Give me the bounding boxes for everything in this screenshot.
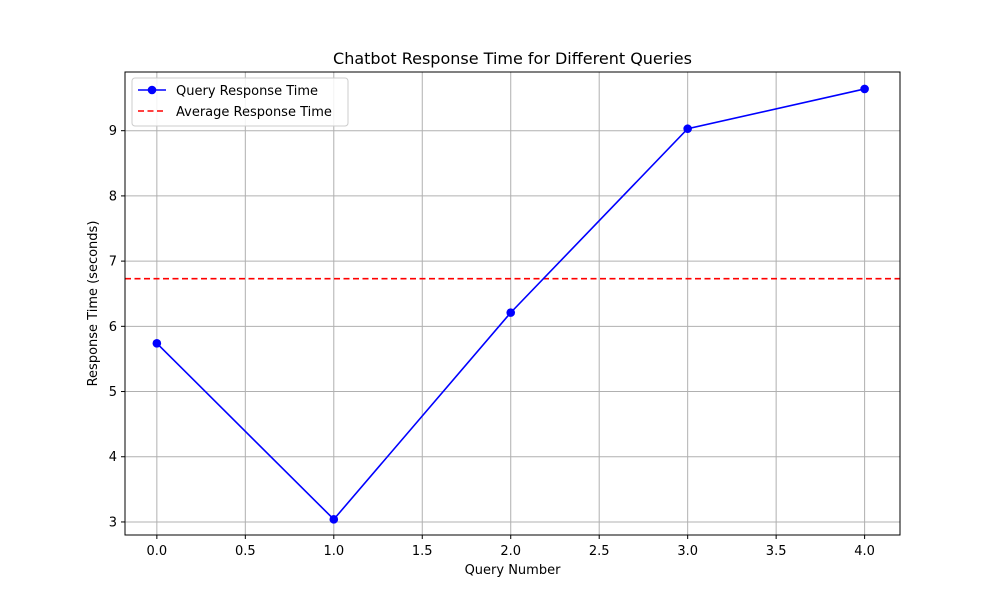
plot-area-frame bbox=[124, 71, 901, 536]
y-tick-label: 6 bbox=[109, 320, 117, 335]
grid bbox=[125, 72, 900, 535]
chart-title: Chatbot Response Time for Different Quer… bbox=[333, 49, 692, 68]
y-tick-label: 7 bbox=[109, 255, 117, 270]
x-tick-label: 1.0 bbox=[323, 544, 344, 559]
x-tick-label: 0.5 bbox=[235, 544, 256, 559]
y-tick-label: 3 bbox=[109, 515, 117, 530]
legend-marker-query-response-time bbox=[147, 85, 157, 95]
data-point bbox=[506, 308, 516, 317]
data-points bbox=[152, 84, 869, 524]
legend-box bbox=[131, 77, 349, 127]
y-tick-label: 8 bbox=[109, 189, 117, 204]
x-tick-label: 2.0 bbox=[500, 544, 521, 559]
data-point bbox=[860, 84, 869, 94]
data-point bbox=[152, 338, 162, 348]
x-tick-label: 3.0 bbox=[677, 544, 698, 559]
legend: Query Response Time Average Response Tim… bbox=[131, 77, 349, 127]
data-point bbox=[329, 515, 339, 524]
y-tick-label: 5 bbox=[109, 385, 117, 400]
x-tick-label: 1.5 bbox=[412, 544, 433, 559]
x-tick-label: 2.5 bbox=[589, 544, 610, 559]
y-axis-label: Response Time (seconds) bbox=[86, 221, 101, 387]
x-tick-label: 0.0 bbox=[147, 544, 168, 559]
x-tick-label: 4.0 bbox=[854, 544, 875, 559]
data-point bbox=[683, 124, 692, 134]
y-tick-label: 9 bbox=[109, 124, 117, 139]
y-tick-label: 4 bbox=[109, 450, 117, 465]
legend-label-average-response-time: Average Response Time bbox=[176, 105, 332, 120]
x-tick-label: 3.5 bbox=[766, 544, 787, 559]
axis-ticks: 0.0 0.5 1.0 1.5 2.0 2.5 3.0 3.5 4.0 3 4 5 6 7 8 9 bbox=[109, 124, 875, 559]
x-axis-label: Query Number bbox=[465, 563, 562, 578]
legend-label-query-response-time: Query Response Time bbox=[176, 84, 318, 99]
